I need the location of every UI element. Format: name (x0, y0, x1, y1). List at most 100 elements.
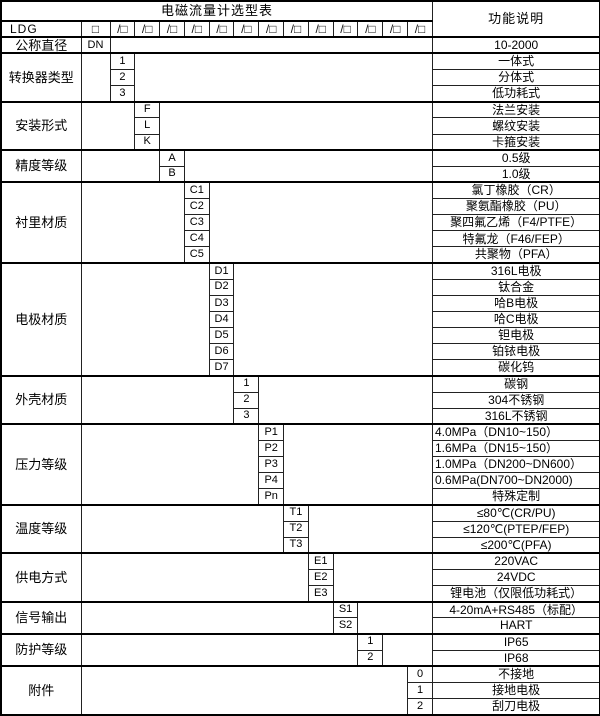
code-cell: D6 (208, 343, 235, 361)
description-cell: 卡箍安装 (431, 133, 600, 151)
code-cell: 1 (407, 681, 433, 699)
code-cell: T1 (283, 503, 309, 522)
table-row: P4 0.6MPa(DN700~DN2000) (1, 472, 600, 490)
table-row: 安装形式 F 法兰安装 (0, 100, 600, 151)
code-cell: 0 (407, 665, 433, 683)
description-cell: 0.5级 (431, 149, 600, 167)
table-row: 信号输出 S1 4-20mA+RS485（标配） (0, 600, 600, 635)
code-cell: D7 (208, 359, 235, 377)
description-cell: 4.0MPa（DN10~150） (431, 423, 600, 441)
empty-span (80, 665, 409, 716)
description-cell: 一体式 (431, 52, 600, 71)
slash-checkbox-cell: /□ (208, 20, 235, 38)
title-row: 电磁流量计选型表 功能说明 (0, 0, 600, 39)
empty-span (80, 552, 309, 603)
description-cell: 特氟龙（F46/FEP） (431, 230, 600, 248)
description-cell: 316L不锈钢 (431, 407, 600, 425)
description-cell: 10-2000 (431, 36, 600, 54)
code-cell: S2 (332, 617, 359, 635)
description-cell: 哈B电极 (431, 294, 600, 312)
empty-span (283, 423, 433, 506)
code-cell: T2 (283, 520, 309, 538)
code-cell: P1 (258, 423, 285, 441)
slash-checkbox-cell: /□ (407, 20, 433, 38)
slash-checkbox-cell: /□ (307, 20, 334, 38)
empty-span (80, 503, 285, 554)
description-cell: 刮刀电极 (431, 697, 600, 716)
slash-checkbox-cell: /□ (283, 20, 309, 38)
code-cell: D1 (208, 262, 235, 280)
description-cell: 不接地 (431, 665, 600, 683)
description-cell: 接地电极 (431, 681, 600, 699)
code-cell: 2 (357, 649, 384, 667)
code-cell: A (159, 149, 185, 167)
empty-span (159, 100, 433, 151)
description-cell: 碳化钨 (431, 359, 600, 377)
description-cell: ≤200℃(PFA) (431, 536, 600, 554)
code-cell: T3 (283, 536, 309, 554)
code-cell: DN (80, 36, 111, 54)
code-cell: 1 (357, 632, 384, 651)
description-cell: 220VAC (431, 552, 600, 570)
empty-span (208, 181, 433, 264)
empty-span (183, 149, 433, 183)
section-label: 附件 (0, 665, 82, 716)
code-cell: C4 (183, 230, 210, 248)
code-cell: 1 (109, 52, 136, 71)
code-cell: C2 (183, 198, 210, 216)
slash-checkbox-cell: /□ (109, 20, 136, 38)
slash-checkbox-cell: /□ (183, 20, 210, 38)
code-cell: E3 (307, 585, 334, 603)
description-cell: 304不锈钢 (431, 391, 600, 409)
description-cell: 氯丁橡胶（CR） (431, 181, 600, 200)
table-row: C4 特氟龙（F46/FEP） (1, 230, 600, 248)
code-cell: B (159, 165, 185, 183)
table-title: 电磁流量计选型表 (0, 0, 433, 23)
slash-checkbox-cell: /□ (332, 20, 359, 38)
table-row: 温度等级 T1 ≤80℃(CR/PU) (0, 503, 600, 554)
description-cell: 1.6MPa（DN15~150） (431, 439, 600, 458)
description-cell: IP65 (431, 632, 600, 651)
section-label: 公称直径 (0, 36, 82, 54)
code-cell: E1 (307, 552, 334, 570)
table-row: K 卡箍安装 (1, 133, 600, 151)
description-cell: 锂电池（仅限低功耗式） (431, 585, 600, 603)
code-cell: P2 (258, 439, 285, 458)
code-cell: D5 (208, 327, 235, 345)
code-cell: 2 (407, 697, 433, 716)
table-row: D6 铂铱电极 (1, 343, 600, 361)
empty-span (332, 552, 433, 603)
empty-span (80, 100, 136, 151)
slash-checkbox-cell: /□ (382, 20, 409, 38)
table-row: 2 刮刀电极 (1, 697, 600, 716)
code-cell: D3 (208, 294, 235, 312)
section-label: 精度等级 (0, 149, 82, 183)
section-label: 压力等级 (0, 423, 82, 506)
description-cell: 共聚物（PFA） (431, 246, 600, 264)
slash-checkbox-cell: /□ (134, 20, 161, 38)
empty-span (80, 600, 334, 635)
code-cell: 2 (109, 69, 136, 87)
code-cell: K (134, 133, 161, 151)
code-cell: E2 (307, 568, 334, 587)
slash-checkbox-cell: /□ (258, 20, 285, 38)
slash-checkbox-cell: /□ (357, 20, 384, 38)
code-cell: 2 (233, 391, 260, 409)
section-label: 转换器类型 (0, 52, 82, 103)
table-row: D3 哈B电极 (1, 294, 600, 312)
table-row: 衬里材质 C1 氯丁橡胶（CR） (0, 181, 600, 264)
section-label: 电极材质 (0, 262, 82, 377)
code-cell: 3 (233, 407, 260, 425)
model-code-label: LDG (0, 20, 82, 38)
table-row: 防护等级 1 IP65 (0, 632, 600, 667)
code-cell: P3 (258, 456, 285, 474)
code-cell: 3 (109, 85, 136, 103)
empty-span (80, 374, 235, 425)
section-label: 信号输出 (0, 600, 82, 635)
empty-span (382, 632, 433, 667)
empty-span (80, 181, 185, 264)
description-cell: ≤120℃(PTEP/FEP) (431, 520, 600, 538)
empty-span (357, 600, 433, 635)
table-row: 电极材质 D1 316L电极 (0, 262, 600, 377)
